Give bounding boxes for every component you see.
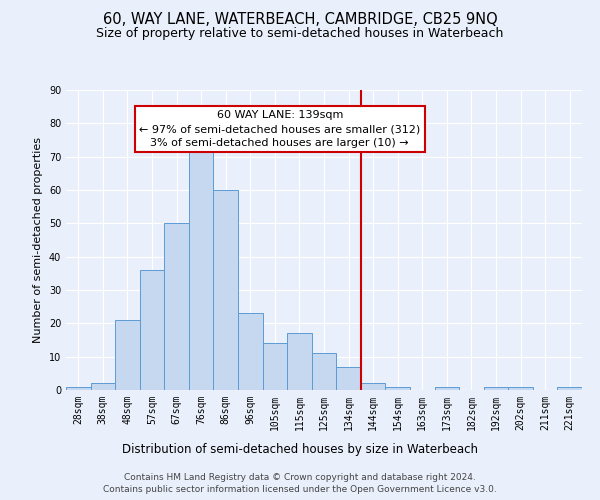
Bar [164, 224, 189, 390]
Bar [238, 314, 263, 390]
Bar [312, 354, 336, 390]
Text: Contains HM Land Registry data © Crown copyright and database right 2024.: Contains HM Land Registry data © Crown c… [124, 472, 476, 482]
Bar [66, 386, 91, 390]
Bar [189, 144, 214, 390]
Bar [91, 384, 115, 390]
Text: Size of property relative to semi-detached houses in Waterbeach: Size of property relative to semi-detach… [97, 28, 503, 40]
Bar [434, 386, 459, 390]
Text: 60, WAY LANE, WATERBEACH, CAMBRIDGE, CB25 9NQ: 60, WAY LANE, WATERBEACH, CAMBRIDGE, CB2… [103, 12, 497, 28]
Bar [115, 320, 140, 390]
Bar [361, 384, 385, 390]
Bar [484, 386, 508, 390]
Bar [336, 366, 361, 390]
Bar [508, 386, 533, 390]
Y-axis label: Number of semi-detached properties: Number of semi-detached properties [33, 137, 43, 343]
Text: Distribution of semi-detached houses by size in Waterbeach: Distribution of semi-detached houses by … [122, 442, 478, 456]
Text: 60 WAY LANE: 139sqm
← 97% of semi-detached houses are smaller (312)
3% of semi-d: 60 WAY LANE: 139sqm ← 97% of semi-detach… [139, 110, 421, 148]
Bar [385, 386, 410, 390]
Bar [214, 190, 238, 390]
Bar [557, 386, 582, 390]
Text: Contains public sector information licensed under the Open Government Licence v3: Contains public sector information licen… [103, 485, 497, 494]
Bar [140, 270, 164, 390]
Bar [263, 344, 287, 390]
Bar [287, 334, 312, 390]
